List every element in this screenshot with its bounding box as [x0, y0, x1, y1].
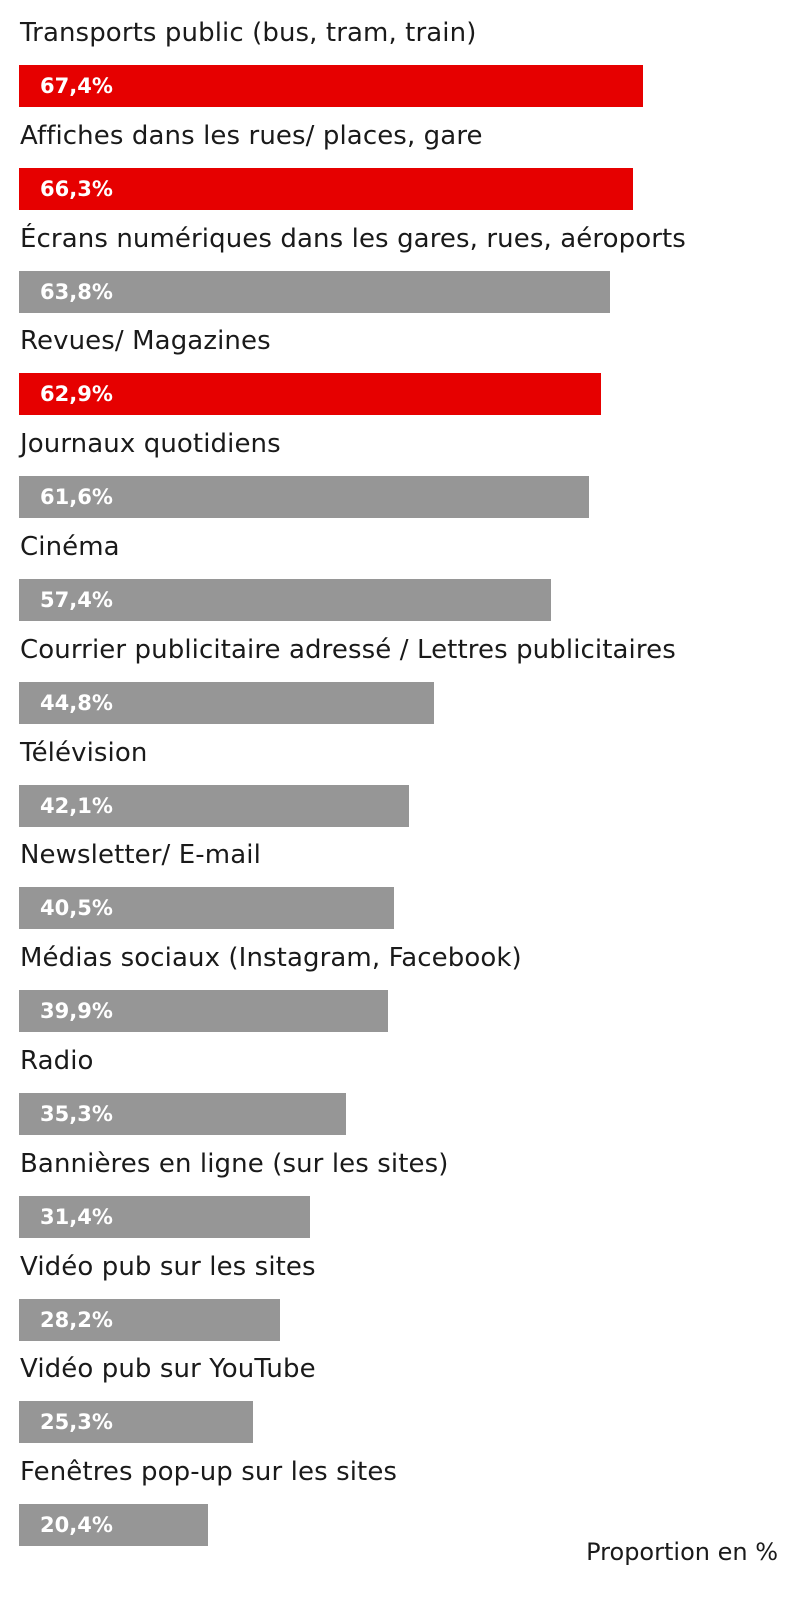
bar: 35,3%	[19, 1093, 346, 1135]
bar: 63,8%	[19, 270, 610, 313]
bar-row: Affiches dans les rues/ places, gare 66,3…	[0, 103, 800, 210]
bar-value-label: 44,8%	[40, 690, 113, 715]
bar: 62,9%	[19, 373, 601, 416]
bar-value-label: 63,8%	[40, 279, 113, 304]
bar: 66,3%	[19, 167, 633, 210]
bar-row: Bannières en ligne (sur les sites) 31,4%	[0, 1131, 800, 1238]
bar-row: Revues/ Magazines 62,9%	[0, 308, 800, 416]
bar-value-label: 35,3%	[40, 1102, 113, 1126]
bar: 39,9%	[19, 990, 388, 1033]
bar-value-label: 31,4%	[40, 1204, 113, 1229]
bar-value-label: 20,4%	[40, 1513, 113, 1538]
bar-value-label: 25,3%	[40, 1410, 113, 1435]
category-label: Radio	[20, 1046, 94, 1076]
bar-row: Écrans numériques dans les gares, rues, …	[0, 206, 800, 313]
category-label: Vidéo pub sur YouTube	[20, 1354, 316, 1385]
bar-row: Médias sociaux (Instagram, Facebook) 39,9…	[0, 925, 800, 1033]
bar: 67,4%	[19, 65, 643, 107]
bar-row: Fenêtres pop-up sur les sites 20,4%	[0, 1439, 800, 1547]
bar-row: Radio 35,3%	[0, 1028, 800, 1135]
category-label: Journaux quotidiens	[20, 429, 281, 460]
category-label: Courrier publicitaire adressé / Lettres …	[20, 634, 676, 665]
bar-row: Courrier publicitaire adressé / Lettres …	[0, 617, 800, 724]
bar-value-label: 40,5%	[40, 896, 113, 921]
bar-row: Newsletter/ E-mail 40,5%	[0, 822, 800, 930]
category-label: Revues/ Magazines	[20, 326, 271, 357]
bar: 25,3%	[19, 1401, 253, 1444]
axis-unit-note: Proportion en %	[586, 1538, 778, 1566]
bar-value-label: 57,4%	[40, 588, 113, 612]
category-label: Newsletter/ E-mail	[20, 840, 261, 871]
bar-value-label: 67,4%	[40, 74, 113, 98]
bar: 57,4%	[19, 579, 551, 621]
category-label: Fenêtres pop-up sur les sites	[20, 1457, 398, 1488]
category-label: Cinéma	[20, 532, 120, 562]
bar-row: Télévision 42,1%	[0, 720, 800, 827]
category-label: Vidéo pub sur les sites	[20, 1251, 316, 1282]
bar: 31,4%	[19, 1195, 310, 1238]
bar: 44,8%	[19, 681, 434, 724]
category-label: Affiches dans les rues/ places, gare	[20, 120, 483, 151]
category-label: Télévision	[20, 737, 148, 768]
bar-row: Cinéma 57,4%	[0, 514, 800, 621]
bar-row: Vidéo pub sur les sites 28,2%	[0, 1234, 800, 1341]
bar-value-label: 61,6%	[40, 485, 113, 510]
bar-row: Journaux quotidiens 61,6%	[0, 411, 800, 519]
bar: 40,5%	[19, 887, 394, 930]
bar-row: Vidéo pub sur YouTube 25,3%	[0, 1336, 800, 1444]
bar: 20,4%	[19, 1504, 208, 1547]
bar-value-label: 66,3%	[40, 176, 113, 201]
bar: 42,1%	[19, 784, 409, 827]
bar-value-label: 39,9%	[40, 999, 113, 1024]
bar-row: Transports public (bus, tram, train) 67,4…	[0, 0, 800, 107]
bar-value-label: 62,9%	[40, 382, 113, 407]
category-label: Médias sociaux (Instagram, Facebook)	[20, 943, 522, 974]
bar-value-label: 42,1%	[40, 793, 113, 818]
category-label: Transports public (bus, tram, train)	[20, 18, 477, 48]
bar-value-label: 28,2%	[40, 1307, 113, 1332]
category-label: Bannières en ligne (sur les sites)	[20, 1148, 449, 1179]
bar: 28,2%	[19, 1298, 280, 1341]
category-label: Écrans numériques dans les gares, rues, …	[20, 223, 686, 254]
bar: 61,6%	[19, 476, 589, 519]
